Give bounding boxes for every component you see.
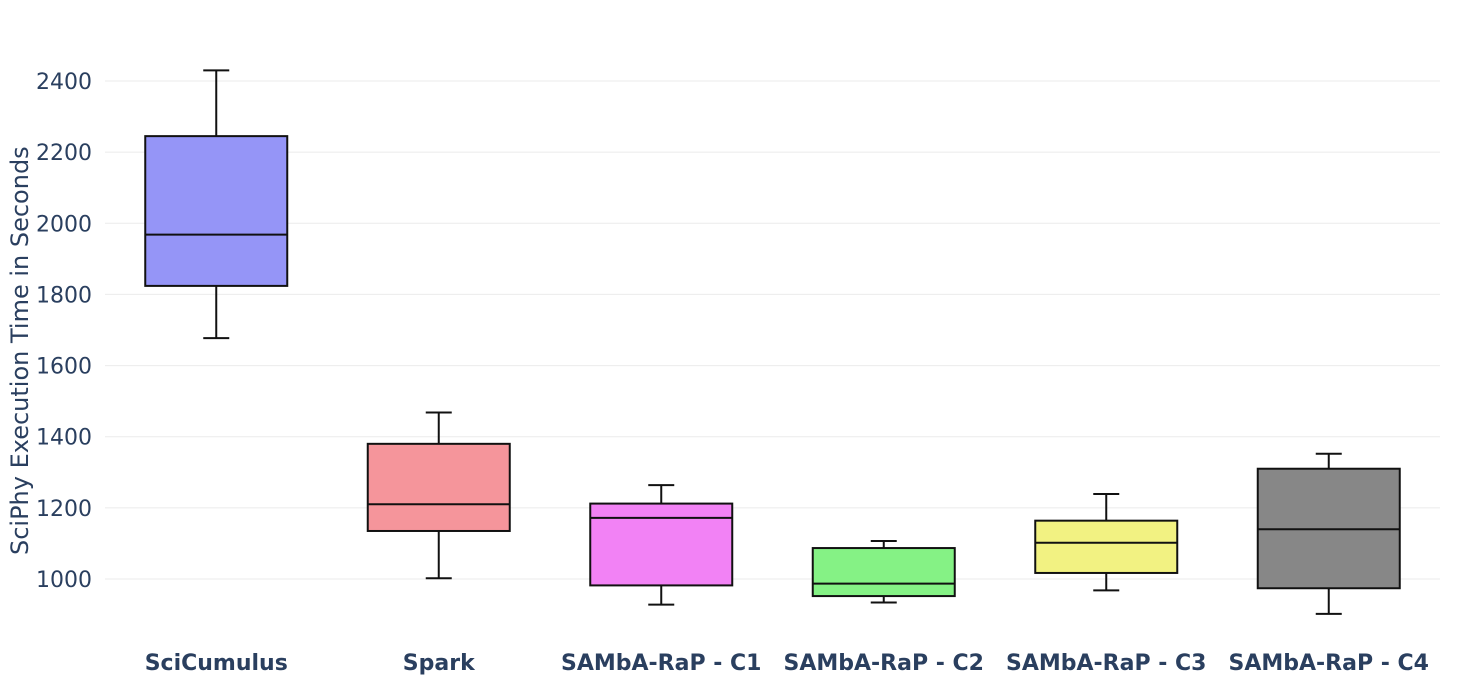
iqr-box [144,135,289,287]
y-tick-label: 2400 [36,70,92,95]
iqr-box [589,502,734,587]
x-category-label: SAMbA-RaP - C3 [1006,651,1206,676]
x-axis-categories: SciCumulus Spark SAMbA-RaP - C1 SAMbA-RaP -… [145,651,1429,676]
y-tick-label: 2000 [36,212,92,237]
boxes [144,69,1401,615]
box-samba-rap-c3 [1034,492,1179,592]
y-tick-label: 1600 [36,355,92,380]
box-samba-rap-c2 [811,539,956,604]
y-tick-label: 2200 [36,141,92,166]
y-axis-title: SciPhy Execution Time in Seconds [6,146,34,555]
iqr-box [366,442,511,532]
box-spark [366,411,511,580]
iqr-box [1034,519,1179,574]
x-category-label: SciCumulus [145,651,288,676]
box-samba-rap-c1 [589,484,734,606]
x-category-label: SAMbA-RaP - C2 [784,651,984,676]
x-category-label: SAMbA-RaP - C4 [1229,651,1429,676]
x-category-label: SAMbA-RaP - C1 [561,651,761,676]
y-tick-label: 1800 [36,283,92,308]
iqr-box [811,547,956,598]
y-tick-label: 1400 [36,426,92,451]
y-tick-label: 1200 [36,497,92,522]
box-samba-rap-c4 [1256,452,1401,615]
x-category-label: Spark [403,651,476,676]
y-tick-label: 1000 [36,568,92,593]
gridlines [105,80,1440,580]
y-axis-ticks: 1000 1200 1400 1600 1800 2000 2200 2400 [36,70,92,593]
box-scicumulus [144,69,289,340]
